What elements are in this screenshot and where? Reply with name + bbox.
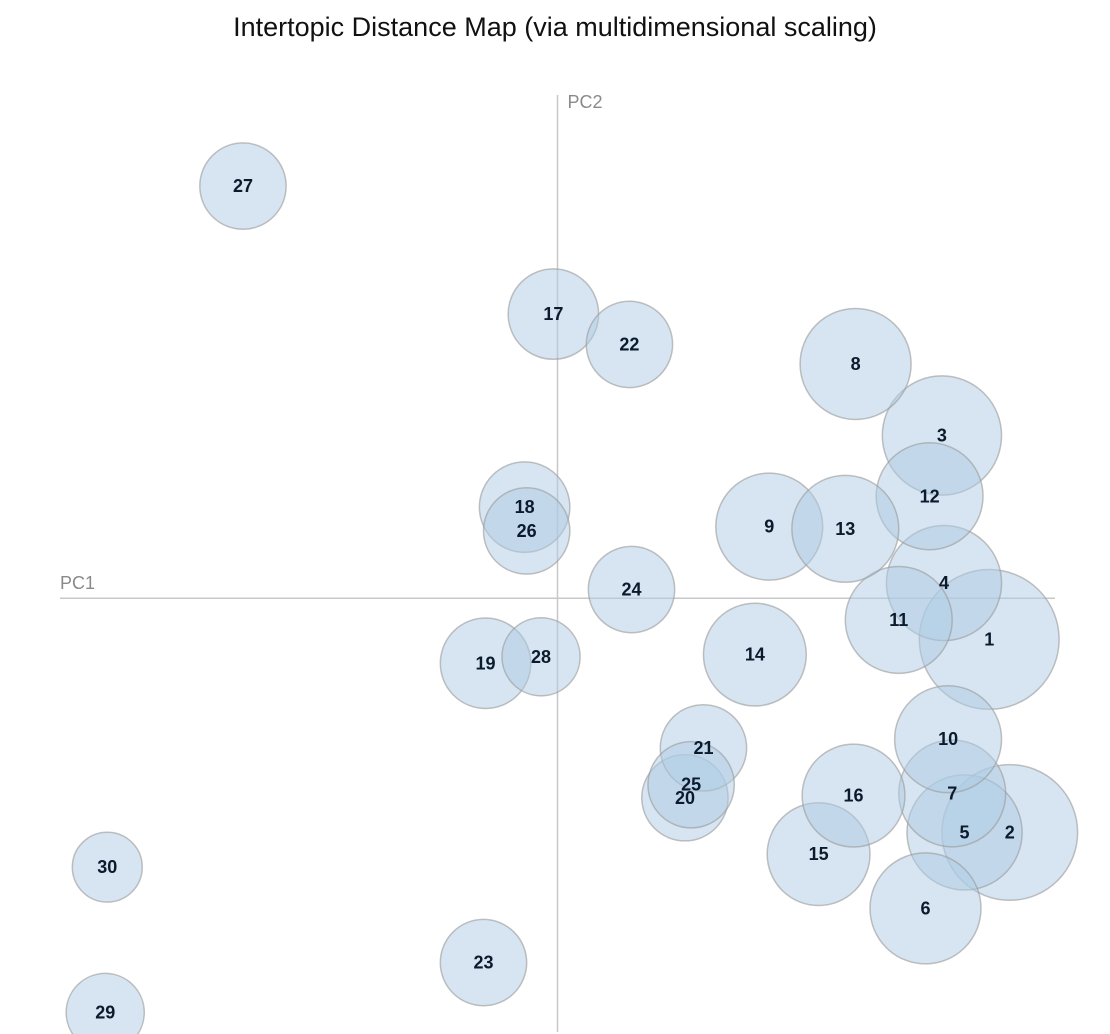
topic-label-28: 28 (531, 647, 551, 667)
topic-bubble-14[interactable] (702, 602, 807, 707)
chart-title: Intertopic Distance Map (via multidimens… (233, 12, 877, 42)
topic-bubble-6[interactable] (869, 852, 982, 965)
topic-label-2: 2 (1005, 822, 1015, 842)
topic-bubble-24[interactable] (587, 545, 676, 634)
topic-bubble-30[interactable] (71, 831, 143, 903)
topic-bubble-22[interactable] (585, 300, 674, 389)
topic-label-26: 26 (517, 521, 537, 541)
topic-label-9: 9 (764, 517, 774, 537)
topic-label-19: 19 (476, 653, 496, 673)
topic-labels: 1234567891011121314151617181920212223242… (95, 176, 1015, 1022)
topic-label-18: 18 (515, 497, 535, 517)
topic-label-1: 1 (984, 629, 994, 649)
topic-label-29: 29 (95, 1002, 115, 1022)
topic-label-6: 6 (920, 898, 930, 918)
topic-label-16: 16 (844, 786, 864, 806)
topic-label-5: 5 (960, 822, 970, 842)
pc1-axis-label: PC1 (60, 573, 95, 593)
topic-label-15: 15 (809, 844, 829, 864)
pc2-axis-label: PC2 (568, 92, 603, 112)
topic-bubbles (65, 142, 1079, 1034)
topic-bubble-8[interactable] (799, 307, 912, 421)
topic-label-10: 10 (938, 729, 958, 749)
topic-label-4: 4 (939, 573, 949, 593)
topic-bubble-23[interactable] (439, 918, 528, 1007)
topic-bubble-13[interactable] (791, 474, 900, 583)
topic-label-27: 27 (233, 176, 253, 196)
topic-bubble-28[interactable] (501, 616, 581, 697)
topic-label-25: 25 (681, 775, 701, 795)
topic-bubble-27[interactable] (199, 142, 287, 231)
topic-label-30: 30 (97, 857, 117, 877)
topic-bubble-29[interactable] (65, 972, 146, 1034)
topic-label-20: 20 (675, 788, 695, 808)
topic-label-12: 12 (920, 486, 940, 506)
topic-bubble-10[interactable] (893, 684, 1003, 794)
topic-bubble-11[interactable] (844, 565, 953, 675)
topic-label-24: 24 (621, 580, 641, 600)
topic-label-21: 21 (693, 738, 713, 758)
topic-bubble-26[interactable] (482, 487, 571, 575)
topic-label-14: 14 (745, 645, 765, 665)
topic-label-13: 13 (835, 519, 855, 539)
topic-label-17: 17 (543, 304, 563, 324)
topic-bubble-16[interactable] (801, 743, 906, 848)
topic-label-22: 22 (619, 334, 639, 354)
topic-label-23: 23 (473, 953, 493, 973)
topic-label-8: 8 (851, 354, 861, 374)
topic-label-7: 7 (947, 783, 957, 803)
topic-bubble-25[interactable] (647, 740, 736, 829)
topic-label-3: 3 (937, 426, 947, 446)
topic-label-11: 11 (889, 610, 908, 630)
